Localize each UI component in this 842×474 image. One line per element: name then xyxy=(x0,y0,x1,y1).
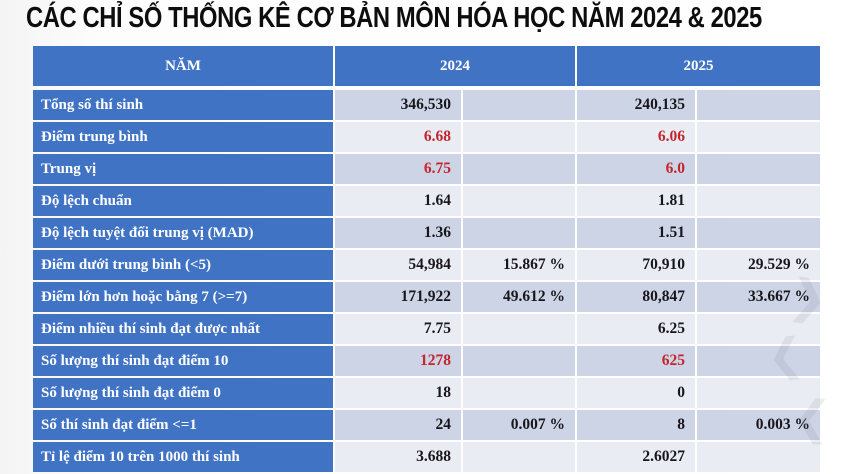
percent-2025 xyxy=(697,154,820,184)
percent-2024 xyxy=(463,346,575,376)
percent-2025 xyxy=(697,186,820,216)
value-2024: 3.688 xyxy=(335,442,461,472)
value-2025: 1.81 xyxy=(577,186,695,216)
table-row: Tỉ lệ điểm 10 trên 1000 thí sinh 3.688 2.6… xyxy=(33,442,820,472)
row-label: Số thí sinh đạt điểm <=1 xyxy=(33,410,333,440)
row-label: Điểm lớn hơn hoặc bằng 7 (>=7) xyxy=(33,282,333,312)
table-row: Số thí sinh đạt điểm <=1 24 0.007 % 8 0.003 … xyxy=(33,410,820,440)
row-label: Độ lệch chuẩn xyxy=(33,186,333,216)
stats-table: NĂM 2024 2025 Tổng số thí sinh 346,530 240… xyxy=(33,46,820,472)
page-title: CÁC CHỈ SỐ THỐNG KÊ CƠ BẢN MÔN HÓA HỌC N… xyxy=(26,2,762,34)
table-row: Điểm lớn hơn hoặc bằng 7 (>=7) 171,922 49.… xyxy=(33,282,820,312)
table-header: NĂM 2024 2025 xyxy=(33,46,820,86)
table-row: Trung vị 6.75 6.0 xyxy=(33,154,820,184)
value-2025: 6.06 xyxy=(577,122,695,152)
value-2024: 1278 xyxy=(335,346,461,376)
value-2025: 6.0 xyxy=(577,154,695,184)
table-row: Số lượng thí sinh đạt điểm 10 1278 625 xyxy=(33,346,820,376)
percent-2025 xyxy=(697,442,820,472)
header-cell-2025: 2025 xyxy=(577,46,820,86)
percent-2025: 29.529 % xyxy=(697,250,820,280)
value-2024: 1.64 xyxy=(335,186,461,216)
value-2024: 18 xyxy=(335,378,461,408)
value-2025: 70,910 xyxy=(577,250,695,280)
value-2025: 6.25 xyxy=(577,314,695,344)
percent-2025: 33.667 % xyxy=(697,282,820,312)
header-cell-nam: NĂM xyxy=(33,46,333,86)
percent-2024 xyxy=(463,314,575,344)
percent-2025 xyxy=(697,314,820,344)
percent-2024: 49.612 % xyxy=(463,282,575,312)
percent-2024 xyxy=(463,378,575,408)
percent-2024 xyxy=(463,122,575,152)
value-2024: 346,530 xyxy=(335,90,461,120)
percent-2024: 15.867 % xyxy=(463,250,575,280)
table-row: Điểm nhiều thí sinh đạt được nhất 7.75 6.2… xyxy=(33,314,820,344)
row-label: Tỉ lệ điểm 10 trên 1000 thí sinh xyxy=(33,442,333,472)
table-row: Điểm dưới trung bình (<5) 54,984 15.867 % 7… xyxy=(33,250,820,280)
percent-2024: 0.007 % xyxy=(463,410,575,440)
value-2024: 1.36 xyxy=(335,218,461,248)
percent-2025 xyxy=(697,90,820,120)
table-row: Điểm trung bình 6.68 6.06 xyxy=(33,122,820,152)
percent-2024 xyxy=(463,90,575,120)
value-2025: 2.6027 xyxy=(577,442,695,472)
percent-2024 xyxy=(463,186,575,216)
table-body: Tổng số thí sinh 346,530 240,135 Điểm trung… xyxy=(33,90,820,472)
value-2025: 8 xyxy=(577,410,695,440)
row-label: Tổng số thí sinh xyxy=(33,90,333,120)
value-2025: 0 xyxy=(577,378,695,408)
value-2024: 171,922 xyxy=(335,282,461,312)
row-label: Điểm trung bình xyxy=(33,122,333,152)
table-row: Số lượng thí sinh đạt điểm 0 18 0 xyxy=(33,378,820,408)
percent-2025 xyxy=(697,346,820,376)
header-cell-2024: 2024 xyxy=(335,46,575,86)
value-2024: 6.75 xyxy=(335,154,461,184)
percent-2024 xyxy=(463,218,575,248)
percent-2024 xyxy=(463,154,575,184)
percent-2025: 0.003 % xyxy=(697,410,820,440)
row-label: Trung vị xyxy=(33,154,333,184)
table-row: Độ lệch tuyệt đối trung vị (MAD) 1.36 1.51 xyxy=(33,218,820,248)
row-label: Độ lệch tuyệt đối trung vị (MAD) xyxy=(33,218,333,248)
value-2024: 54,984 xyxy=(335,250,461,280)
value-2024: 6.68 xyxy=(335,122,461,152)
row-label: Điểm nhiều thí sinh đạt được nhất xyxy=(33,314,333,344)
value-2024: 24 xyxy=(335,410,461,440)
row-label: Điểm dưới trung bình (<5) xyxy=(33,250,333,280)
value-2025: 240,135 xyxy=(577,90,695,120)
percent-2025 xyxy=(697,378,820,408)
value-2025: 625 xyxy=(577,346,695,376)
table-row: Độ lệch chuẩn 1.64 1.81 xyxy=(33,186,820,216)
row-label: Số lượng thí sinh đạt điểm 10 xyxy=(33,346,333,376)
row-label: Số lượng thí sinh đạt điểm 0 xyxy=(33,378,333,408)
percent-2024 xyxy=(463,442,575,472)
value-2025: 1.51 xyxy=(577,218,695,248)
percent-2025 xyxy=(697,218,820,248)
table-row: Tổng số thí sinh 346,530 240,135 xyxy=(33,90,820,120)
value-2025: 80,847 xyxy=(577,282,695,312)
value-2024: 7.75 xyxy=(335,314,461,344)
percent-2025 xyxy=(697,122,820,152)
